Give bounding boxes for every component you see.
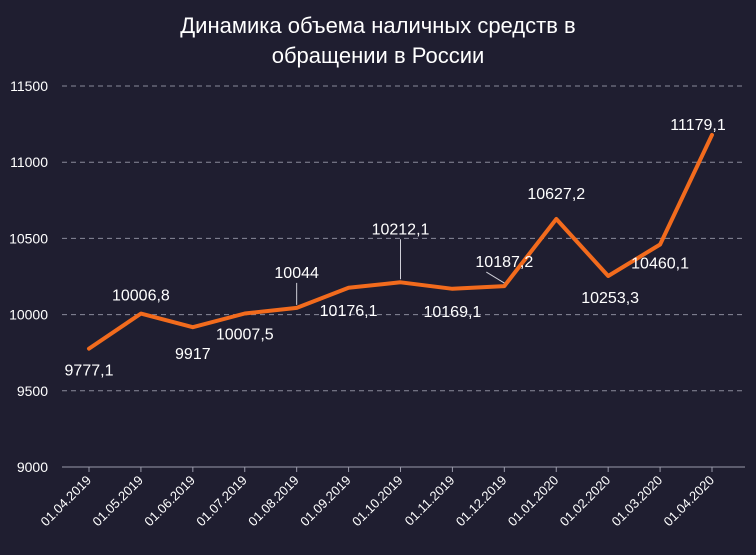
y-tick-label: 11000	[10, 154, 48, 170]
y-tick-label: 10000	[9, 307, 48, 323]
x-tick-label: 01.06.2019	[141, 473, 198, 530]
x-tick-label: 01.09.2019	[297, 473, 354, 530]
data-label: 10253,3	[581, 290, 639, 307]
data-label: 11179,1	[670, 117, 726, 134]
data-label: 10176,1	[320, 303, 378, 320]
data-label: 9777,1	[65, 363, 114, 380]
data-label: 10627,2	[527, 186, 585, 203]
series-line-group	[87, 132, 714, 351]
x-axis-ticks: 01.04.201901.05.201901.06.201901.07.2019…	[37, 467, 717, 529]
data-label: 10460,1	[631, 255, 689, 272]
y-tick-label: 9000	[17, 459, 48, 475]
y-axis-ticks: 9000 9500 10000 10500 11000 11500	[9, 78, 48, 475]
chart-title-line-2: обращении в России	[272, 43, 485, 68]
data-labels: 9777,1 10006,8 9917 10007,5 10044 10176,1 1021…	[65, 117, 726, 380]
x-tick-label: 01.03.2020	[609, 473, 666, 530]
x-tick-label: 01.11.2019	[402, 473, 458, 529]
x-tick-label: 01.04.2020	[660, 473, 717, 530]
series-line	[87, 132, 714, 351]
x-tick-label: 01.10.2019	[349, 473, 406, 530]
x-tick-label: 01.02.2020	[557, 473, 614, 530]
y-tick-label: 10500	[9, 230, 48, 246]
x-tick-label: 01.05.2019	[89, 473, 146, 530]
label-leader-line	[486, 271, 505, 284]
data-label: 9917	[175, 346, 211, 363]
chart-title-line-1: Динамика объема наличных средств в	[180, 13, 575, 38]
x-tick-label: 01.04.2019	[37, 473, 94, 530]
y-tick-label: 9500	[17, 383, 48, 399]
y-tick-label: 11500	[10, 78, 48, 94]
x-tick-label: 01.08.2019	[245, 473, 302, 530]
x-tick-label: 01.07.2019	[193, 473, 250, 530]
data-label: 10212,1	[372, 221, 430, 238]
data-label: 10169,1	[423, 304, 481, 321]
data-label: 10007,5	[216, 326, 274, 343]
data-label: 10187,2	[475, 254, 533, 271]
x-tick-label: 01.01.2020	[505, 473, 562, 530]
data-label: 10006,8	[112, 288, 170, 305]
x-tick-label: 01.12.2019	[453, 473, 510, 530]
data-label: 10044	[274, 265, 319, 282]
gridlines	[62, 85, 745, 468]
